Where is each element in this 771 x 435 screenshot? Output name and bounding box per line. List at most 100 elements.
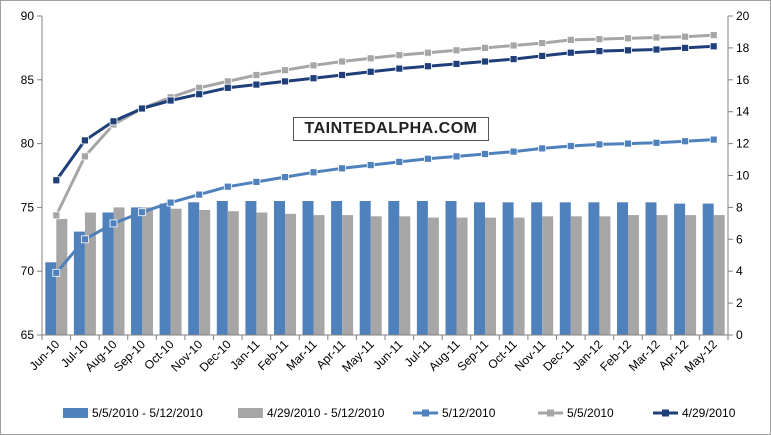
right-tick-label-10: 10 — [736, 169, 750, 183]
marker-5/12/2010-Jul-10 — [81, 235, 89, 244]
marker-4/29/2010-Oct-10 — [166, 96, 175, 105]
bar-gray-Sep-10 — [142, 207, 153, 335]
marker-5/12/2010-Feb-11 — [281, 173, 289, 182]
line-series-4/29/2010 — [55, 44, 714, 182]
marker-5/12/2010-Jun-11 — [395, 157, 404, 166]
right-tick-label-8: 8 — [736, 200, 743, 214]
marker-5/12/2010-Aug-11 — [452, 152, 461, 161]
marker-5/12/2010-May-12 — [709, 135, 718, 144]
bar-blue-Oct-11 — [502, 202, 514, 335]
marker-5/5/2010-Jul-10 — [81, 152, 89, 161]
bar-blue-Sep-10 — [131, 207, 142, 335]
legend-label-5/12/2010: 5/12/2010 — [442, 406, 496, 420]
x-tick-label-Sep-11: Sep-11 — [455, 337, 492, 374]
right-tick-label-4: 4 — [736, 264, 743, 278]
bar-gray-Aug-10 — [113, 207, 125, 335]
bar-blue-Jul-10 — [73, 231, 85, 335]
bar-blue-Feb-11 — [274, 201, 285, 335]
right-tick-label-14: 14 — [736, 105, 750, 119]
bar-gray-May-12 — [713, 215, 725, 335]
legend: 5/5/2010 - 5/12/2010 4/29/2010 - 5/12/201… — [63, 406, 736, 420]
marker-4/29/2010-Aug-10 — [109, 117, 118, 126]
marker-4/29/2010-Jun-10 — [52, 176, 61, 185]
x-tick-label-Sep-10: Sep-10 — [111, 337, 148, 374]
marker-4/29/2010-Dec-11 — [566, 48, 575, 57]
axes-layer: 65707580859002468101214161820Jun-10Jul-1… — [21, 9, 750, 375]
bar-blue-May-11 — [359, 201, 371, 335]
marker-5/5/2010-Jul-11 — [423, 48, 432, 57]
bar-blue-Dec-11 — [559, 202, 571, 335]
marker-4/29/2010-Dec-10 — [223, 83, 232, 92]
marker-5/12/2010-Jul-11 — [423, 154, 432, 163]
right-tick-label-2: 2 — [736, 296, 743, 310]
line-series-5/5/2010 — [54, 33, 714, 217]
x-tick-label-Jun-11: Jun-11 — [370, 337, 405, 372]
bar-gray-Apr-12 — [685, 215, 697, 335]
legend-swatch-5/5/2010 - 5/12/2010 — [63, 408, 88, 418]
marker-4/29/2010-Jul-10 — [81, 136, 89, 145]
marker-4/29/2010-Feb-12 — [624, 46, 632, 55]
bar-blue-Nov-10 — [188, 202, 200, 335]
marker-4/29/2010-Mar-12 — [652, 45, 661, 54]
bar-blue-Jan-11 — [245, 201, 257, 335]
marker-4/29/2010-May-12 — [709, 42, 718, 51]
bar-layer — [45, 201, 725, 335]
x-tick-label-Aug-11: Aug-11 — [426, 337, 463, 374]
bar-gray-Jul-11 — [427, 217, 439, 335]
marker-4/29/2010-Oct-11 — [509, 55, 518, 63]
bar-gray-Jan-12 — [599, 216, 611, 335]
marker-4/29/2010-Jul-11 — [423, 62, 432, 71]
marker-4/29/2010-Aug-11 — [452, 60, 461, 68]
legend-marker-5/12/2010 — [422, 409, 429, 417]
marker-4/29/2010-May-11 — [366, 67, 375, 76]
bar-blue-Mar-11 — [302, 201, 314, 335]
marker-5/12/2010-Aug-10 — [109, 219, 118, 228]
bar-gray-Jun-10 — [56, 218, 68, 335]
marker-5/5/2010-Jun-11 — [395, 51, 404, 59]
bar-gray-Apr-11 — [342, 215, 354, 335]
marker-5/5/2010-Nov-10 — [195, 83, 204, 92]
marker-5/5/2010-May-11 — [366, 54, 375, 63]
marker-4/29/2010-Apr-11 — [338, 71, 347, 79]
marker-5/5/2010-Apr-11 — [338, 57, 347, 66]
bar-gray-Mar-11 — [313, 215, 325, 335]
legend-marker-4/29/2010 — [662, 409, 669, 417]
right-tick-label-16: 16 — [736, 73, 750, 87]
marker-5/12/2010-Apr-11 — [338, 164, 347, 173]
left-tick-label-75: 75 — [21, 200, 35, 214]
bar-blue-Jan-12 — [588, 202, 600, 335]
bar-blue-Sep-11 — [474, 202, 485, 335]
marker-4/29/2010-Jan-12 — [595, 47, 604, 55]
bar-blue-Dec-10 — [216, 201, 228, 335]
marker-4/29/2010-Nov-10 — [195, 90, 204, 99]
marker-4/29/2010-Jan-11 — [252, 80, 261, 89]
marker-4/29/2010-Apr-12 — [681, 44, 689, 52]
marker-5/12/2010-Apr-12 — [681, 137, 689, 146]
x-tick-label-Mar-11: Mar-11 — [284, 337, 320, 373]
marker-5/12/2010-Oct-10 — [166, 198, 175, 207]
marker-5/5/2010-Mar-12 — [652, 33, 661, 42]
marker-5/12/2010-Feb-12 — [624, 139, 632, 148]
legend-marker-5/5/2010 — [547, 409, 554, 417]
bar-gray-Mar-12 — [656, 215, 668, 335]
bar-blue-Aug-11 — [445, 201, 457, 335]
x-tick-label-Feb-12: Feb-12 — [597, 337, 634, 374]
marker-5/12/2010-Mar-11 — [309, 168, 318, 177]
bar-gray-Nov-10 — [199, 210, 211, 335]
bar-blue-Apr-11 — [331, 201, 343, 335]
line-series-5/12/2010 — [55, 138, 714, 274]
marker-5/12/2010-May-11 — [366, 161, 375, 170]
left-tick-label-85: 85 — [21, 73, 35, 87]
bar-blue-Jul-11 — [416, 201, 428, 335]
left-tick-label-90: 90 — [21, 9, 35, 23]
bar-blue-Jun-10 — [45, 262, 57, 335]
bar-gray-Dec-11 — [570, 216, 582, 335]
marker-5/12/2010-Oct-11 — [509, 147, 518, 156]
marker-5/5/2010-Feb-12 — [624, 34, 632, 43]
marker-4/29/2010-Sep-11 — [481, 57, 489, 66]
bar-blue-Feb-12 — [617, 202, 628, 335]
marker-5/12/2010-Nov-11 — [538, 144, 547, 153]
right-tick-label-0: 0 — [736, 328, 743, 342]
bar-gray-Feb-11 — [285, 213, 296, 335]
